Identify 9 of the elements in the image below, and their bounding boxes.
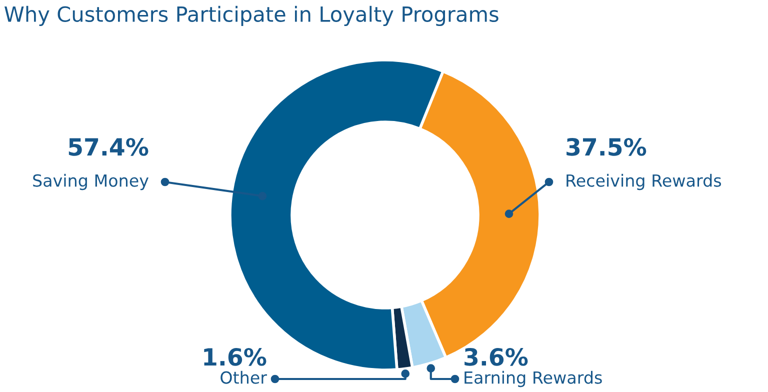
slice-label: Receiving Rewards bbox=[566, 174, 722, 190]
data-label: 3.6% bbox=[464, 348, 528, 366]
slice-label: Other bbox=[220, 370, 267, 384]
data-label: 1.6% bbox=[204, 348, 266, 366]
slice-label: Earning Rewards bbox=[464, 370, 602, 388]
data-label: 57.4% bbox=[68, 138, 148, 156]
data-label: 37.5% bbox=[566, 138, 646, 156]
chart-title: Why Customers Participate in Loyalty Programs bbox=[4, 6, 498, 26]
slice-label: Saving Money bbox=[33, 174, 148, 190]
